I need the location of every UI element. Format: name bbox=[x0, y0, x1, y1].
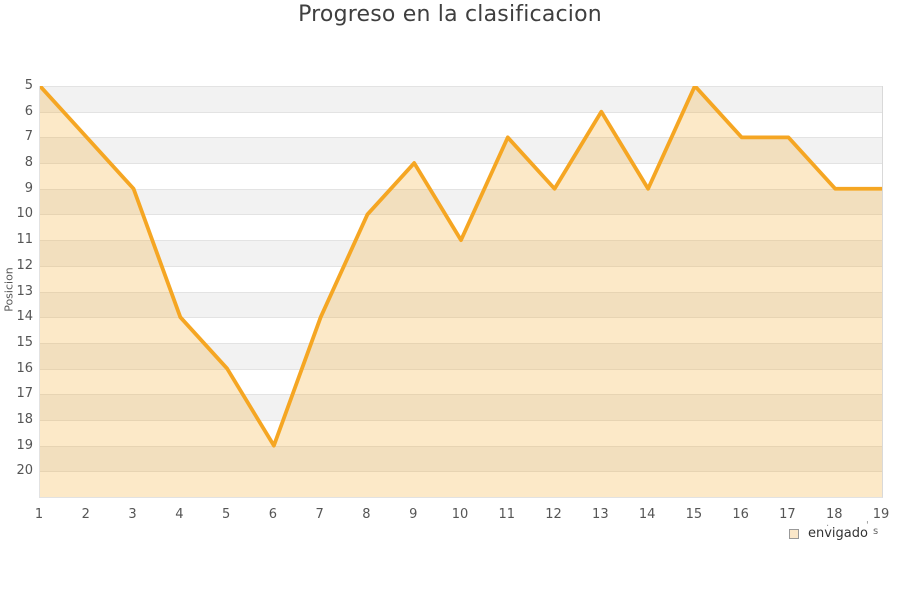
x-tick-label: 15 bbox=[685, 507, 703, 522]
x-tick-label: 9 bbox=[409, 507, 418, 522]
x-tick-label: 18 bbox=[825, 507, 843, 522]
x-tick-label: 3 bbox=[128, 507, 137, 522]
y-tick-label: 5 bbox=[24, 78, 33, 93]
series-area-envigado bbox=[40, 86, 882, 497]
grid-band bbox=[40, 137, 882, 164]
x-tick-label: 14 bbox=[638, 507, 656, 522]
grid-band bbox=[40, 317, 882, 343]
grid-band bbox=[40, 445, 882, 472]
x-tick-label: 17 bbox=[779, 507, 796, 522]
grid-band bbox=[40, 265, 882, 292]
clipped-text-tick: ' bbox=[866, 520, 869, 531]
series-line-envigado bbox=[40, 86, 882, 448]
grid-band bbox=[40, 368, 882, 395]
x-tick-label: 10 bbox=[451, 507, 469, 522]
legend-marker-icon bbox=[789, 528, 799, 539]
y-tick-label: 9 bbox=[24, 180, 33, 196]
legend-item-envigado[interactable]: envigado bbox=[789, 526, 868, 541]
y-tick-label: 6 bbox=[24, 103, 33, 119]
series-svg bbox=[40, 86, 882, 497]
x-tick-label: 13 bbox=[592, 507, 609, 522]
x-tick-label: 4 bbox=[175, 507, 184, 522]
grid-band bbox=[40, 394, 882, 420]
clipped-text-dot: · bbox=[826, 521, 830, 532]
grid-band bbox=[40, 419, 882, 446]
grid-band bbox=[40, 163, 882, 189]
y-tick-label: 18 bbox=[16, 411, 33, 427]
x-tick-label: 16 bbox=[732, 507, 749, 522]
legend-label: envigado bbox=[808, 526, 868, 541]
x-tick-label: 19 bbox=[872, 507, 890, 522]
x-tick-label: 5 bbox=[221, 507, 231, 522]
y-tick-label: 14 bbox=[16, 309, 33, 325]
y-tick-label: 10 bbox=[16, 206, 33, 222]
chart-title: Progreso en la clasificacion bbox=[298, 2, 602, 27]
y-tick-label: 12 bbox=[16, 257, 33, 273]
y-tick-label: 7 bbox=[24, 129, 33, 145]
y-tick-label: 20 bbox=[16, 463, 33, 479]
y-tick-label: 16 bbox=[16, 360, 33, 376]
x-tick-label: 8 bbox=[362, 507, 371, 522]
plot-area bbox=[39, 86, 883, 498]
x-tick-label: 7 bbox=[315, 507, 324, 522]
grid-band bbox=[40, 471, 882, 497]
x-tick-label: 2 bbox=[81, 507, 90, 522]
grid-band bbox=[40, 86, 882, 112]
y-tick-label: 8 bbox=[24, 155, 33, 171]
y-tick-label: 11 bbox=[16, 232, 33, 248]
grid-band bbox=[40, 188, 882, 215]
grid-band bbox=[40, 111, 882, 138]
y-tick-label: 19 bbox=[16, 437, 33, 453]
x-tick-label: 6 bbox=[268, 507, 278, 522]
y-tick-label: 13 bbox=[16, 283, 33, 299]
y-tick-label: 17 bbox=[16, 386, 33, 402]
y-tick-label: 15 bbox=[16, 334, 33, 350]
x-tick-label: 12 bbox=[545, 507, 562, 522]
clipped-text-fragment: s bbox=[873, 526, 879, 537]
x-tick-label: 11 bbox=[498, 507, 516, 522]
grid-band bbox=[40, 342, 882, 369]
x-tick-label: 1 bbox=[34, 507, 44, 522]
